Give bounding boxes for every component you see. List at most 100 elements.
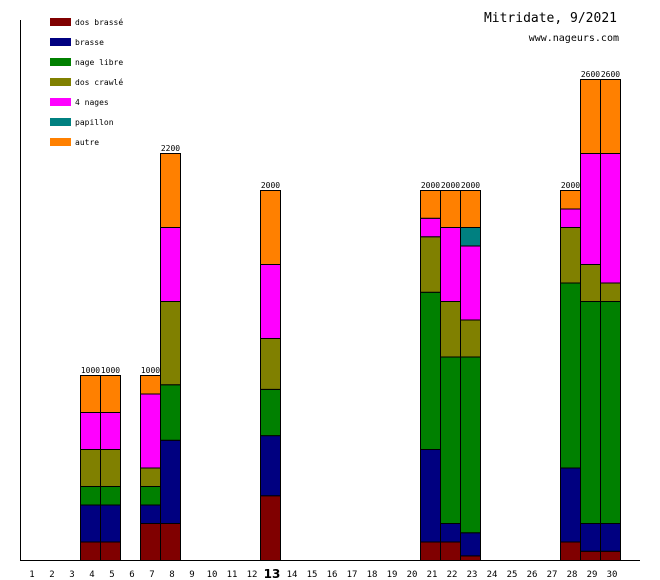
bar-segment bbox=[460, 555, 481, 561]
x-tick-label: 2 bbox=[49, 570, 54, 580]
bar-segment bbox=[440, 190, 461, 228]
bar-segment bbox=[580, 523, 601, 552]
x-tick-label: 10 bbox=[207, 570, 218, 580]
x-tick-label: 12 bbox=[247, 570, 258, 580]
bar-segment bbox=[140, 393, 161, 469]
bar-segment bbox=[460, 532, 481, 557]
legend-label: papillon bbox=[75, 118, 114, 127]
x-tick-label: 16 bbox=[327, 570, 338, 580]
bar-segment bbox=[80, 541, 101, 561]
bar-total-label: 1000 bbox=[101, 366, 120, 375]
bar-segment bbox=[160, 301, 181, 386]
bar-total-label: 2600 bbox=[601, 70, 620, 79]
bar-total-label: 2600 bbox=[581, 70, 600, 79]
legend-swatch bbox=[50, 78, 71, 86]
legend-label: dos crawlé bbox=[75, 77, 123, 87]
bar-segment bbox=[580, 264, 601, 302]
bar-segment bbox=[160, 439, 181, 524]
chart-title: Mitridate, 9/2021 bbox=[484, 11, 617, 26]
bar-segment bbox=[460, 227, 481, 247]
bar-segment bbox=[440, 523, 461, 543]
x-tick-label: 19 bbox=[387, 570, 398, 580]
x-tick-label: 18 bbox=[367, 570, 378, 580]
bar-segment bbox=[560, 467, 581, 543]
x-tick-label: 13 bbox=[264, 567, 281, 580]
bar-segment bbox=[100, 449, 121, 487]
x-tick-label: 17 bbox=[347, 570, 358, 580]
legend-swatch bbox=[50, 18, 71, 26]
bar-total-label: 2000 bbox=[441, 181, 460, 190]
x-tick-label: 11 bbox=[227, 570, 238, 580]
bar-segment bbox=[460, 356, 481, 534]
bar-segment bbox=[580, 153, 601, 265]
bar-segment bbox=[420, 541, 441, 561]
x-tick-label: 14 bbox=[287, 570, 298, 580]
bar-segment bbox=[560, 541, 581, 561]
bar-total-label: 2200 bbox=[161, 144, 180, 153]
bar-segment bbox=[140, 523, 161, 561]
legend-label: brasse bbox=[75, 38, 104, 47]
bar-segment bbox=[440, 301, 461, 358]
bar-segment bbox=[100, 541, 121, 561]
bar-segment bbox=[140, 467, 161, 487]
x-tick-label: 22 bbox=[447, 570, 458, 580]
bar-segment bbox=[260, 435, 281, 497]
bar-segment bbox=[140, 486, 161, 506]
x-tick-label: 7 bbox=[149, 570, 154, 580]
bar-segment bbox=[600, 550, 621, 561]
bar-segment bbox=[160, 227, 181, 302]
bar-segment bbox=[560, 282, 581, 469]
bar-segment bbox=[100, 486, 121, 506]
bar-segment bbox=[600, 79, 621, 154]
bar-segment bbox=[560, 227, 581, 284]
x-tick-label: 29 bbox=[587, 570, 598, 580]
x-tick-label: 9 bbox=[189, 570, 194, 580]
x-tick-label: 3 bbox=[69, 570, 74, 580]
bar-total-label: 2000 bbox=[261, 181, 280, 190]
bar-segment bbox=[160, 384, 181, 441]
bar-segment bbox=[140, 375, 161, 395]
bar-segment bbox=[600, 282, 621, 302]
bar-total-label: 2000 bbox=[561, 181, 580, 190]
x-tick-label: 26 bbox=[527, 570, 538, 580]
bar-segment bbox=[420, 236, 441, 293]
legend: dos brassé brasse nage libre dos crawlé 4 na… bbox=[50, 17, 123, 147]
bar-segment bbox=[580, 301, 601, 524]
bar-segment bbox=[600, 523, 621, 552]
legend-swatch bbox=[50, 58, 71, 66]
bar-segment bbox=[80, 504, 101, 543]
bar-segment bbox=[420, 291, 441, 450]
bar-segment bbox=[160, 153, 181, 228]
bar-segment bbox=[260, 388, 281, 437]
bar-segment bbox=[440, 356, 461, 524]
bar-segment bbox=[600, 301, 621, 524]
bar-segment bbox=[580, 550, 601, 561]
x-tick-label: 30 bbox=[607, 570, 618, 580]
bar-segment bbox=[100, 504, 121, 543]
x-tick-label: 27 bbox=[547, 570, 558, 580]
x-tick-label: 1 bbox=[29, 570, 34, 580]
bar-segment bbox=[600, 153, 621, 284]
legend-label: 4 nages bbox=[75, 98, 109, 107]
legend-swatch bbox=[50, 38, 71, 46]
bar-segment bbox=[260, 338, 281, 390]
x-tick-label: 15 bbox=[307, 570, 318, 580]
bar-total-label: 1000 bbox=[81, 366, 100, 375]
legend-label: dos brassé bbox=[75, 17, 123, 27]
x-tick-label: 24 bbox=[487, 570, 498, 580]
bar-segment bbox=[80, 486, 101, 506]
bar-segment bbox=[460, 319, 481, 358]
bar-total-label: 2000 bbox=[461, 181, 480, 190]
x-tick-label: 21 bbox=[427, 570, 438, 580]
bar-segment bbox=[80, 375, 101, 413]
bar-total-label: 2000 bbox=[421, 181, 440, 190]
x-tick-label: 25 bbox=[507, 570, 518, 580]
bar-segment bbox=[80, 412, 101, 450]
bar-segment bbox=[460, 190, 481, 228]
legend-label: autre bbox=[75, 138, 99, 147]
legend-swatch bbox=[50, 118, 71, 126]
chart-subtitle: www.nageurs.com bbox=[529, 33, 619, 44]
legend-swatch bbox=[50, 138, 71, 146]
x-tick-labels: 1 2 3 4 5 6 7 8 9 10 11 12 13 14 15 16 17 18 19 20 21 22 23 24 2… bbox=[29, 567, 617, 580]
